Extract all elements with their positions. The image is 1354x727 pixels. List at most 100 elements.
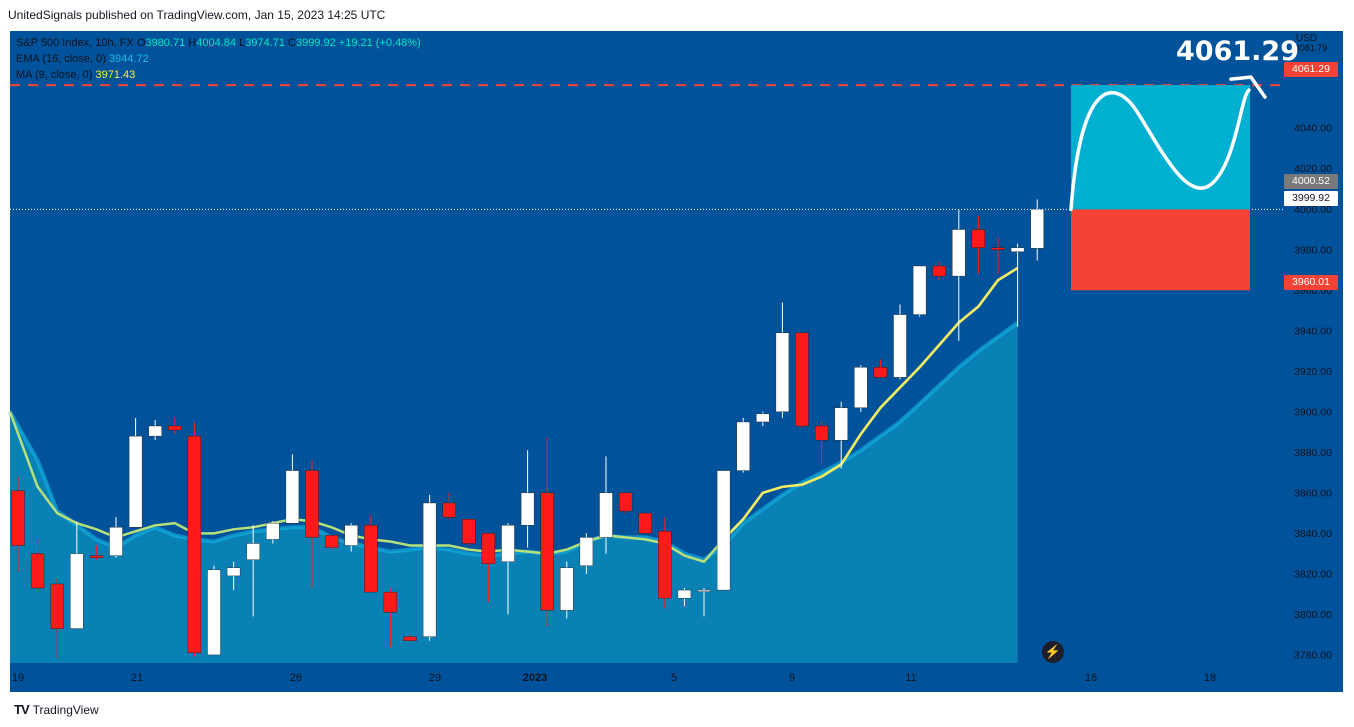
target-price-tag: 4061.29 — [1284, 62, 1338, 77]
x-tick-label: 29 — [429, 672, 441, 684]
candle-body — [1030, 209, 1044, 249]
legend-c-label: C — [288, 37, 296, 49]
candle-body — [50, 583, 64, 629]
candle-body — [893, 314, 907, 378]
legend-l-label: L — [239, 37, 246, 49]
candle — [403, 634, 417, 641]
prior-close-tag: 4000.52 — [1284, 174, 1338, 189]
x-tick-label: 11 — [905, 672, 916, 684]
candle-body — [109, 527, 123, 556]
candle-body — [226, 567, 241, 577]
candle — [501, 523, 515, 615]
candle-body — [932, 265, 946, 277]
candle-body — [912, 265, 927, 315]
candle — [89, 545, 104, 560]
candle-body — [481, 533, 496, 564]
x-tick-label: 2023 — [523, 672, 547, 684]
x-tick-label: 16 — [1085, 672, 1097, 684]
candle-body — [246, 543, 260, 560]
candle — [285, 454, 300, 524]
legend-ohlc: S&P 500 Index, 10h, FX O3980.71 H4004.84… — [16, 36, 421, 50]
y-tick-label: 4020.00 — [1294, 163, 1332, 175]
footer-brand: TradingView — [32, 702, 99, 717]
candle — [638, 512, 652, 534]
currency-label: USD — [1296, 33, 1318, 44]
candle — [109, 517, 123, 558]
candle — [364, 515, 378, 593]
candle-body — [30, 553, 45, 589]
legend-symbol: S&P 500 Index, 10h, FX — [16, 37, 134, 49]
projection-arrowhead — [1229, 75, 1267, 99]
candle-body — [579, 537, 594, 566]
candle-body — [207, 569, 221, 656]
ema-fill — [10, 322, 1018, 663]
candle — [912, 265, 927, 317]
partial-top-tick: 4081.79 — [1294, 43, 1328, 53]
position-zones — [10, 75, 1284, 291]
ema-area — [8, 321, 1019, 663]
candle — [50, 577, 64, 657]
legend-close: 3999.92 — [295, 37, 336, 49]
legend-ema[interactable]: EMA (16, close, 0) 3944.72 — [16, 52, 149, 66]
legend-high: 4004.84 — [196, 37, 236, 49]
legend-open: 3980.71 — [145, 37, 186, 49]
candle-body — [1010, 247, 1025, 252]
stop-zone — [1071, 209, 1250, 291]
target-price-label: 4061.29 — [1176, 36, 1299, 67]
y-tick-label: 3780.00 — [1294, 649, 1332, 661]
y-tick-label: 3920.00 — [1294, 366, 1332, 378]
ma-line — [8, 266, 1019, 564]
candle-body — [520, 492, 535, 526]
candle-body — [187, 435, 202, 654]
candle-body — [344, 525, 358, 546]
candle — [11, 476, 25, 572]
time-axis: 19 21 26 29 2023 5 9 11 16 18 — [12, 672, 1216, 684]
candle — [462, 518, 476, 546]
candle-body — [697, 589, 711, 592]
candle — [481, 533, 496, 603]
candle — [324, 535, 339, 550]
candle — [207, 565, 221, 656]
candle-body — [834, 407, 848, 441]
footer[interactable]: TV TradingView — [14, 702, 99, 717]
y-tick-label: 3940.00 — [1294, 325, 1332, 337]
candle-body — [873, 367, 888, 378]
candle — [226, 561, 241, 591]
candle-body — [168, 425, 182, 431]
candle — [677, 588, 692, 607]
legend-ma[interactable]: MA (9, close, 0) 3971.43 — [16, 68, 135, 82]
candle-body — [756, 413, 770, 423]
y-tick-label: 3880.00 — [1294, 447, 1332, 459]
candle — [148, 419, 162, 441]
candle — [383, 588, 398, 647]
lightning-icon[interactable]: ⚡ — [1042, 641, 1064, 663]
candle-body — [11, 490, 25, 546]
ma-line-upper — [722, 266, 1019, 541]
candle-body — [422, 502, 437, 637]
published-by-text: UnitedSignals published on TradingView.c… — [8, 8, 386, 22]
candle-body — [638, 512, 652, 534]
candle-body — [736, 421, 750, 471]
price-axis-background — [1284, 31, 1343, 663]
candles — [11, 199, 1044, 657]
y-tick-label: 3840.00 — [1294, 528, 1332, 540]
candle — [422, 494, 437, 641]
candle-body — [70, 553, 84, 629]
candle — [952, 209, 966, 341]
candle-body — [971, 229, 986, 248]
candle-body — [775, 332, 790, 413]
y-tick-label: 3900.00 — [1294, 406, 1332, 418]
candle — [893, 304, 907, 380]
candle — [658, 517, 672, 609]
tradingview-logo-icon: TV — [14, 702, 30, 717]
candle — [834, 401, 848, 469]
candle — [187, 421, 202, 657]
y-tick-label: 4000.00 — [1294, 204, 1332, 216]
candle-body — [128, 435, 143, 528]
candle — [128, 417, 143, 528]
candle — [579, 533, 594, 574]
candle-body — [618, 492, 633, 512]
candle — [70, 521, 84, 629]
candle — [1030, 199, 1044, 261]
